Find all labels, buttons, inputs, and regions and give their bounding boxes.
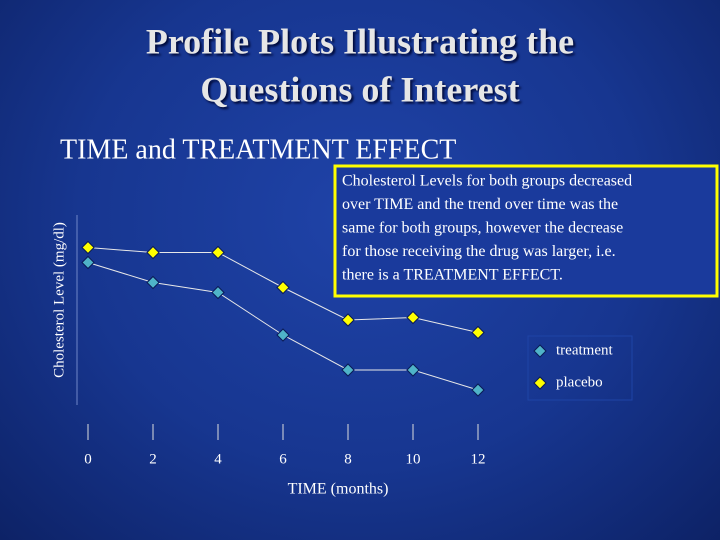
data-point bbox=[81, 240, 95, 255]
legend-label: placebo bbox=[556, 374, 603, 390]
title-line: Questions of Interest bbox=[200, 69, 519, 109]
x-tick-label: 8 bbox=[344, 451, 352, 467]
data-point bbox=[146, 245, 160, 260]
data-point bbox=[341, 363, 355, 377]
data-point bbox=[211, 285, 225, 300]
data-point bbox=[406, 310, 420, 325]
subtitle: TIME and TREATMENT EFFECT bbox=[60, 134, 456, 165]
data-point bbox=[471, 325, 485, 340]
legend-box bbox=[527, 335, 633, 401]
annotation-box bbox=[333, 164, 719, 298]
annotation-line: over TIME and the trend over time was th… bbox=[342, 196, 618, 213]
annotation-line: same for both groups, however the decrea… bbox=[342, 220, 623, 237]
data-point bbox=[406, 363, 420, 377]
annotation-line: there is a TREATMENT EFFECT. bbox=[342, 267, 563, 284]
x-tick-label: 2 bbox=[149, 451, 157, 467]
legend-marker bbox=[533, 344, 547, 358]
x-tick-label: 4 bbox=[214, 451, 222, 467]
annotation-line: for those receiving the drug was larger,… bbox=[342, 243, 616, 260]
x-tick-label: 0 bbox=[84, 451, 92, 467]
y-axis-label: Cholesterol Level (mg/dl) bbox=[51, 222, 67, 378]
data-point bbox=[341, 313, 355, 327]
x-tick-label: 6 bbox=[279, 451, 287, 467]
title-line: Profile Plots Illustrating the bbox=[146, 21, 574, 61]
data-point bbox=[81, 255, 95, 270]
legend-marker bbox=[533, 376, 547, 390]
annotation-line: Cholesterol Levels for both groups decre… bbox=[342, 173, 632, 190]
x-tick-label: 10 bbox=[406, 451, 421, 467]
data-point bbox=[471, 383, 485, 397]
data-point bbox=[276, 280, 290, 295]
data-point bbox=[276, 328, 290, 342]
data-point bbox=[211, 245, 225, 260]
legend-label: treatment bbox=[556, 342, 613, 358]
data-point bbox=[146, 275, 160, 290]
x-axis-label: TIME (months) bbox=[288, 481, 389, 498]
x-tick-label: 12 bbox=[471, 451, 486, 467]
